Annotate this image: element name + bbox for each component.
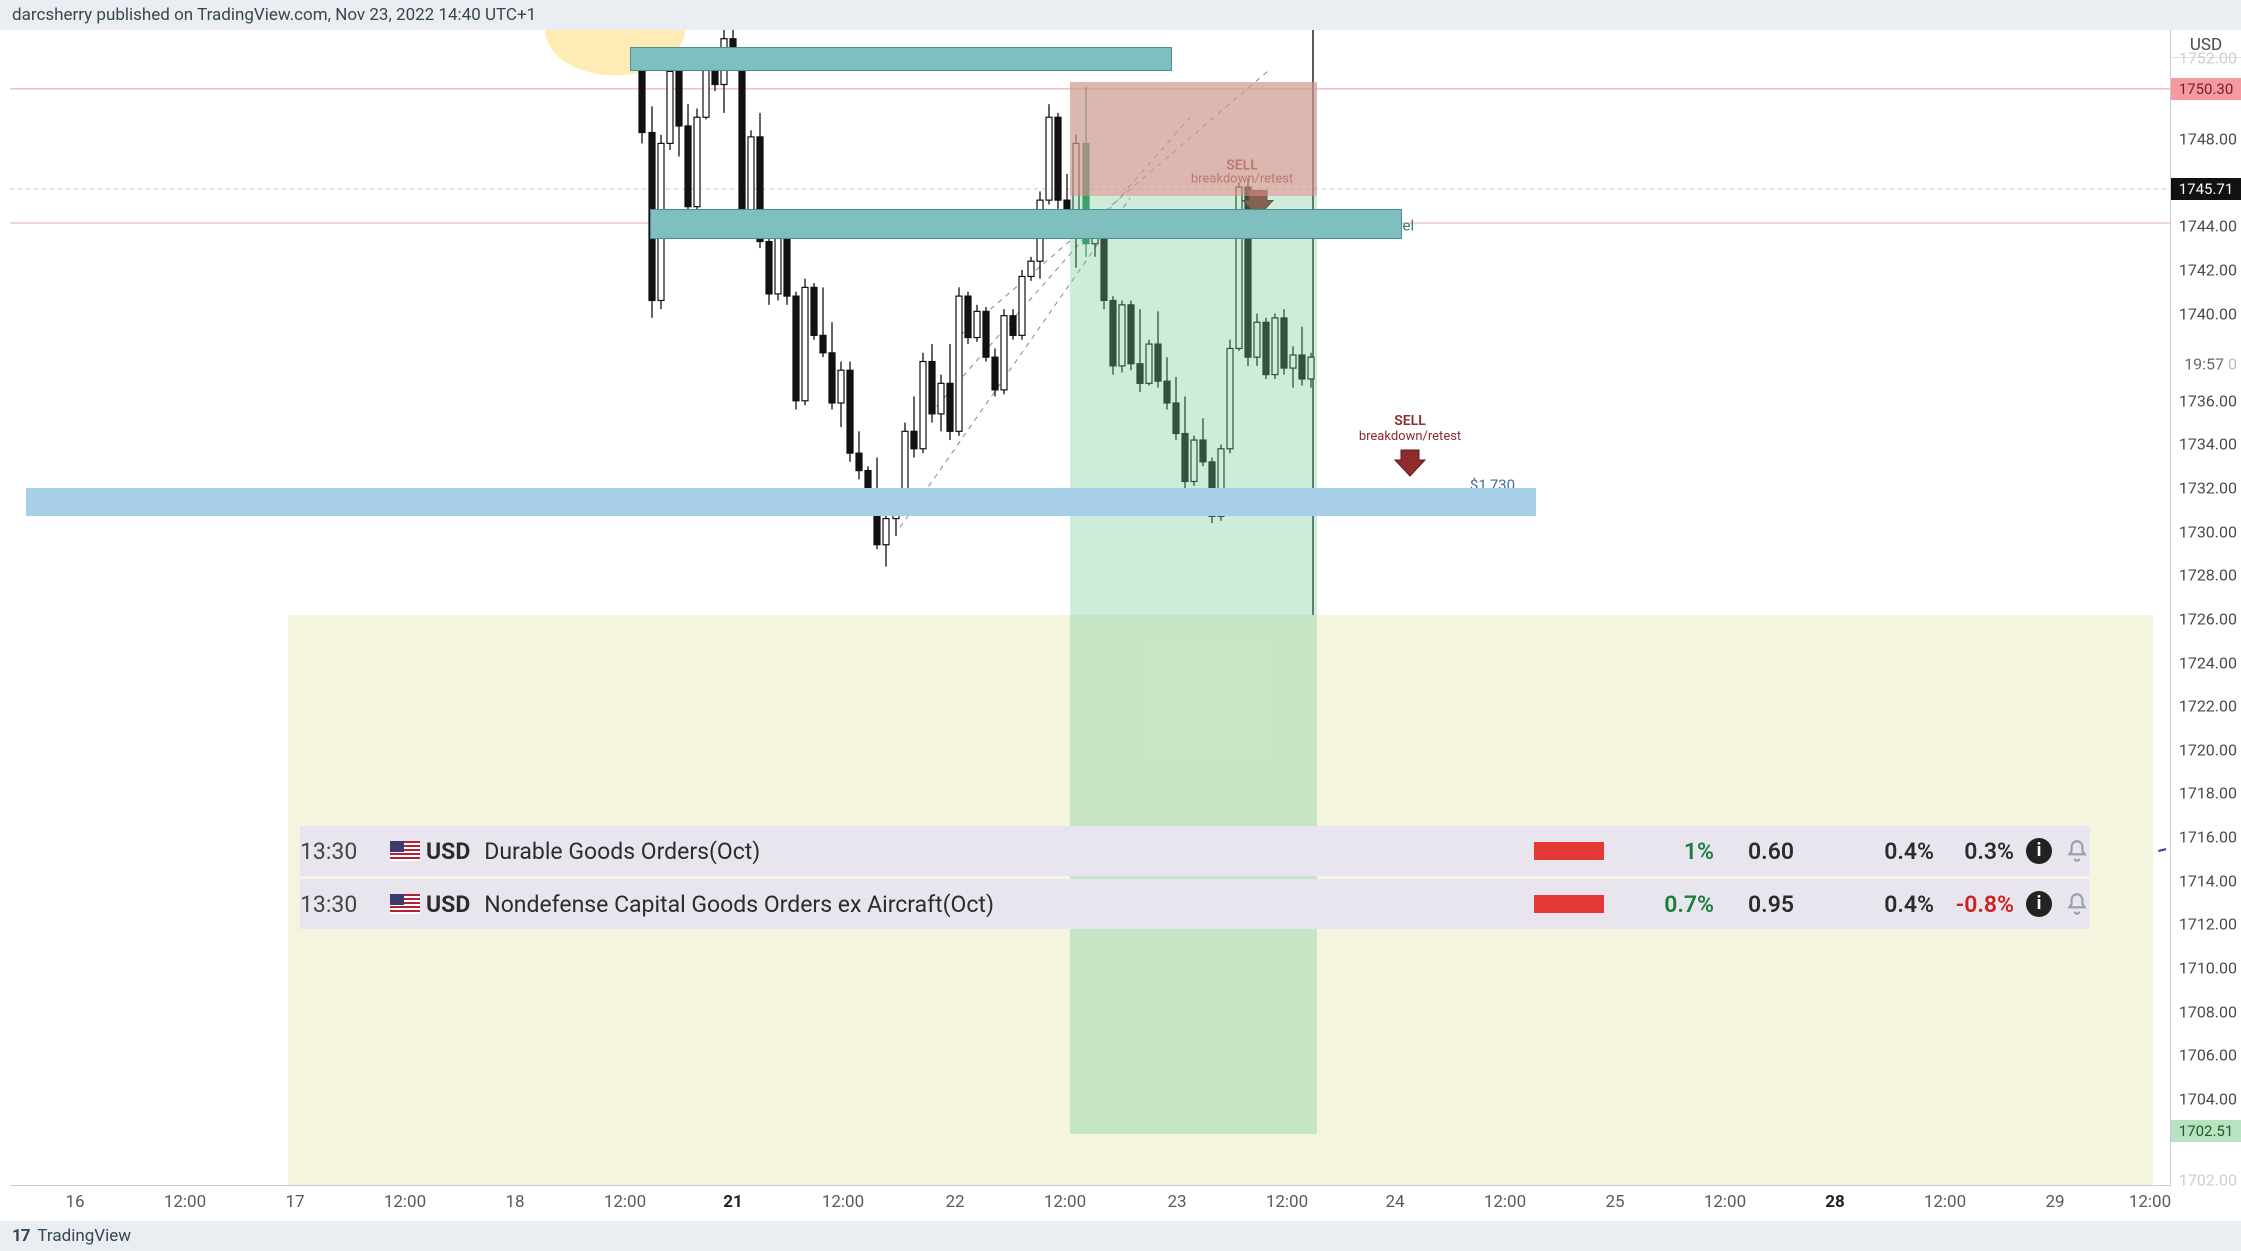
bell-icon[interactable] (2064, 891, 2090, 917)
event-name: Nondefense Capital Goods Orders ex Aircr… (484, 891, 994, 918)
diag-channel-high (960, 69, 1270, 335)
price-tick: 1714.00 (2175, 871, 2237, 890)
time-tick: 25 (1605, 1192, 1624, 1212)
tv-logo-icon: 17 (12, 1226, 30, 1246)
econ-event-row: 13:30 USD Durable Goods Orders(Oct) 1%0.60 0… (300, 826, 2090, 876)
price-tick: 1742.00 (2175, 260, 2237, 279)
price-countdown: 19:57 0 (2175, 354, 2237, 373)
price-marker: 1750.30 (2171, 78, 2241, 100)
zone-green-forecast (1070, 82, 1317, 1133)
zone-blue-demand (26, 488, 1536, 516)
time-tick: 12:00 (1704, 1192, 1746, 1212)
impact-swatch (1534, 895, 1604, 913)
price-tick: 1712.00 (2175, 915, 2237, 934)
impact-swatch (1534, 842, 1604, 860)
time-tick: 18 (505, 1192, 524, 1212)
time-tick: 12:00 (384, 1192, 426, 1212)
event-actual: 1% (1634, 838, 1714, 865)
info-icon[interactable]: i (2026, 891, 2052, 917)
info-icon[interactable]: i (2026, 838, 2052, 864)
time-tick: 12:00 (2129, 1192, 2171, 1212)
tp-label: tp target for sellers (1140, 1092, 1275, 1111)
event-time: 13:30 (300, 838, 390, 865)
sell-label-1b: breakdown/retest (1191, 172, 1293, 187)
chart-area[interactable]: SELLbreakdown/retest$1,744 levelSELLbrea… (10, 30, 2171, 1186)
price-tick-faded-top: 1752.00 (2175, 49, 2237, 68)
price-tick: 1726.00 (2175, 609, 2237, 628)
price-marker: 1702.51 (2171, 1120, 2241, 1142)
event-currency: USD (426, 891, 470, 918)
event-time: 13:30 (300, 891, 390, 918)
arrow-1 (1243, 190, 1273, 216)
sell-label-2b: breakdown/retest (1359, 429, 1461, 444)
label-1730: $1,730 (1470, 476, 1515, 494)
time-tick: 12:00 (164, 1192, 206, 1212)
us-flag-icon (390, 894, 420, 914)
event-prev2: 0.3% (1934, 838, 2014, 865)
price-tick: 1736.00 (2175, 391, 2237, 410)
time-tick: 16 (65, 1192, 84, 1212)
time-tick: 12:00 (1924, 1192, 1966, 1212)
event-prev1: 0.4% (1854, 838, 1934, 865)
price-axis[interactable]: USD 1752.001748.001744.001742.001740.001… (2170, 30, 2241, 1186)
arrow-2 (1395, 450, 1425, 476)
time-tick: 12:00 (1044, 1192, 1086, 1212)
price-tick: 1718.00 (2175, 784, 2237, 803)
time-tick: 28 (1825, 1192, 1845, 1212)
price-tick: 1720.00 (2175, 740, 2237, 759)
zone-teal-top (630, 47, 1172, 71)
price-tick: 1706.00 (2175, 1046, 2237, 1065)
time-axis[interactable]: 16 12:00 17 12:00 18 12:00 21 12:00 22 12:00 23 12:… (10, 1185, 2171, 1221)
buy-zone-label: buy zone (1211, 1119, 1275, 1138)
time-tick: 22 (945, 1192, 964, 1212)
event-forecast: 0.60 (1714, 838, 1794, 865)
zone-teal-support (650, 209, 1402, 239)
price-tick: 1734.00 (2175, 435, 2237, 454)
bell-icon[interactable] (2064, 838, 2090, 864)
event-prev1: 0.4% (1854, 891, 1934, 918)
time-tick: 12:00 (1266, 1192, 1308, 1212)
price-tick: 1708.00 (2175, 1002, 2237, 1021)
sun-ellipse (545, 30, 685, 76)
zone-red-resistance (1070, 82, 1317, 195)
price-tick: 1704.00 (2175, 1089, 2237, 1108)
footer: 17 TradingView (0, 1221, 2241, 1251)
time-tick: 12:00 (822, 1192, 864, 1212)
event-forecast: 0.95 (1714, 891, 1794, 918)
time-tick: 29 (2045, 1192, 2064, 1212)
price-tick: 1740.00 (2175, 304, 2237, 323)
time-tick: 17 (285, 1192, 304, 1212)
event-name: Durable Goods Orders(Oct) (484, 838, 760, 865)
time-tick: 24 (1385, 1192, 1404, 1212)
price-tick: 1722.00 (2175, 697, 2237, 716)
price-tick: 1724.00 (2175, 653, 2237, 672)
price-tick: 1732.00 (2175, 479, 2237, 498)
time-tick: 21 (723, 1192, 743, 1212)
brand: TradingView (37, 1226, 131, 1246)
time-tick: 12:00 (604, 1192, 646, 1212)
diag-channel-low (900, 198, 1130, 527)
econ-event-row: 13:30 USD Nondefense Capital Goods Orders … (300, 879, 2090, 929)
sell-label-2a: SELL (1394, 413, 1426, 429)
diag-channel-mid (930, 117, 1190, 414)
event-actual: 0.7% (1634, 891, 1714, 918)
sell-label-1a: SELL (1226, 158, 1258, 174)
price-tick-faded-bot: 1702.00 (2175, 1171, 2237, 1190)
publish-text: darcsherry published on TradingView.com,… (12, 5, 536, 25)
us-flag-icon (390, 841, 420, 861)
price-tick: 1744.00 (2175, 217, 2237, 236)
price-tick: 1748.00 (2175, 130, 2237, 149)
price-tick: 1710.00 (2175, 958, 2237, 977)
price-tick: 1728.00 (2175, 566, 2237, 585)
level-1744: $1,744 level (1335, 217, 1414, 235)
price-marker: 1745.71 (2171, 178, 2241, 200)
event-currency: USD (426, 838, 470, 865)
time-tick: 12:00 (1484, 1192, 1526, 1212)
price-tick: 1730.00 (2175, 522, 2237, 541)
event-prev2: -0.8% (1934, 891, 2014, 918)
price-tick: 1716.00 (2175, 828, 2237, 847)
publish-strip: darcsherry published on TradingView.com,… (0, 0, 2241, 30)
time-tick: 23 (1167, 1192, 1186, 1212)
